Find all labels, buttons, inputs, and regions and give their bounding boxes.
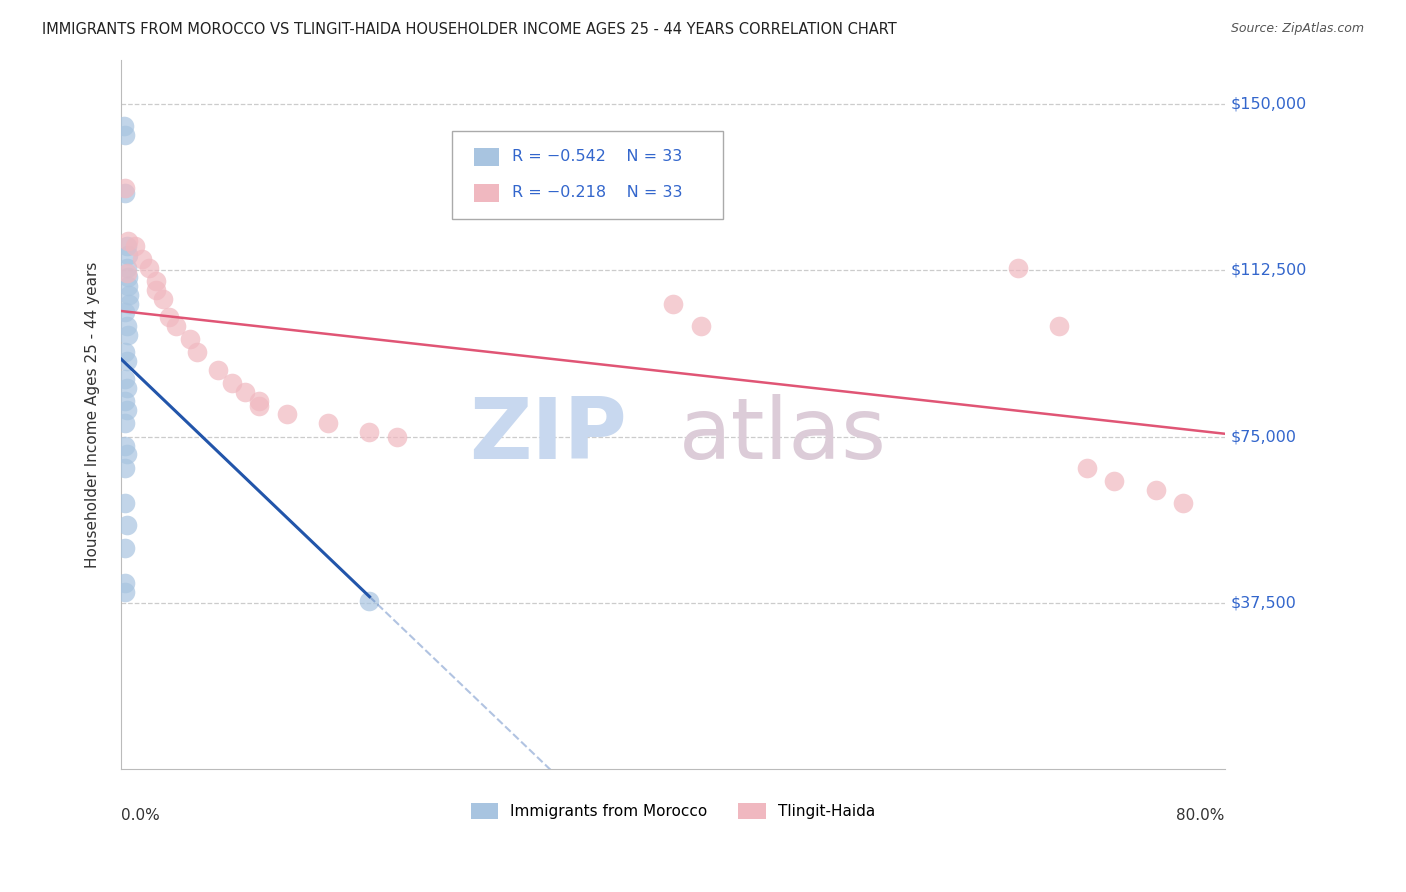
Text: 80.0%: 80.0% <box>1177 808 1225 823</box>
Point <box>1076 460 1098 475</box>
Text: R = −0.542    N = 33: R = −0.542 N = 33 <box>512 150 682 164</box>
Point <box>689 318 711 333</box>
Point <box>118 296 141 310</box>
Point <box>165 318 187 333</box>
Point <box>115 354 138 368</box>
Point <box>115 518 138 533</box>
Point <box>117 327 139 342</box>
Point <box>114 305 136 319</box>
Point <box>114 186 136 200</box>
Point <box>1007 261 1029 276</box>
Point <box>145 274 167 288</box>
Point <box>115 266 138 280</box>
Point <box>114 460 136 475</box>
Point <box>114 541 136 555</box>
Point <box>152 292 174 306</box>
Point <box>115 318 138 333</box>
Point <box>114 417 136 431</box>
Legend: Immigrants from Morocco, Tlingit-Haida: Immigrants from Morocco, Tlingit-Haida <box>464 797 882 825</box>
Point <box>233 385 256 400</box>
Text: IMMIGRANTS FROM MOROCCO VS TLINGIT-HAIDA HOUSEHOLDER INCOME AGES 25 - 44 YEARS C: IMMIGRANTS FROM MOROCCO VS TLINGIT-HAIDA… <box>42 22 897 37</box>
Point <box>115 261 138 276</box>
Point <box>114 345 136 359</box>
Text: $150,000: $150,000 <box>1230 96 1306 112</box>
Point <box>115 381 138 395</box>
Point <box>115 403 138 417</box>
Text: $112,500: $112,500 <box>1230 263 1306 277</box>
Point <box>634 186 657 200</box>
Point <box>247 399 270 413</box>
Point <box>114 576 136 591</box>
Point <box>359 593 381 607</box>
Point <box>124 239 146 253</box>
Y-axis label: Householder Income Ages 25 - 44 years: Householder Income Ages 25 - 44 years <box>86 261 100 567</box>
Point <box>118 287 141 301</box>
Point <box>117 235 139 249</box>
Point <box>359 425 381 440</box>
Point <box>316 417 339 431</box>
Point <box>186 345 208 359</box>
Bar <box>474 147 499 166</box>
Point <box>112 119 135 133</box>
Point <box>247 394 270 409</box>
Point <box>1144 483 1167 497</box>
Point <box>157 310 180 324</box>
Text: atlas: atlas <box>679 394 887 477</box>
Point <box>145 283 167 297</box>
Point <box>114 372 136 386</box>
Point <box>1104 474 1126 488</box>
Point <box>114 585 136 599</box>
Text: Source: ZipAtlas.com: Source: ZipAtlas.com <box>1230 22 1364 36</box>
Point <box>114 128 136 142</box>
Point <box>221 376 243 391</box>
Point <box>138 261 160 276</box>
Point <box>117 269 139 284</box>
Point <box>115 447 138 461</box>
Text: R = −0.218    N = 33: R = −0.218 N = 33 <box>512 186 682 201</box>
Text: $75,000: $75,000 <box>1230 429 1296 444</box>
Text: $37,500: $37,500 <box>1230 596 1296 610</box>
Point <box>1173 496 1195 510</box>
Point <box>114 496 136 510</box>
Point <box>131 252 153 267</box>
Point <box>179 332 201 346</box>
Point <box>114 181 136 195</box>
Point <box>1047 318 1070 333</box>
Text: ZIP: ZIP <box>468 394 627 477</box>
Point <box>385 429 408 443</box>
Point <box>276 408 298 422</box>
Point <box>117 248 139 262</box>
Point <box>662 296 685 310</box>
Point <box>117 278 139 293</box>
FancyBboxPatch shape <box>453 130 723 219</box>
Point <box>115 239 138 253</box>
Point <box>114 438 136 452</box>
Text: 0.0%: 0.0% <box>121 808 160 823</box>
Point <box>114 394 136 409</box>
Bar <box>474 184 499 202</box>
Point <box>207 363 229 377</box>
